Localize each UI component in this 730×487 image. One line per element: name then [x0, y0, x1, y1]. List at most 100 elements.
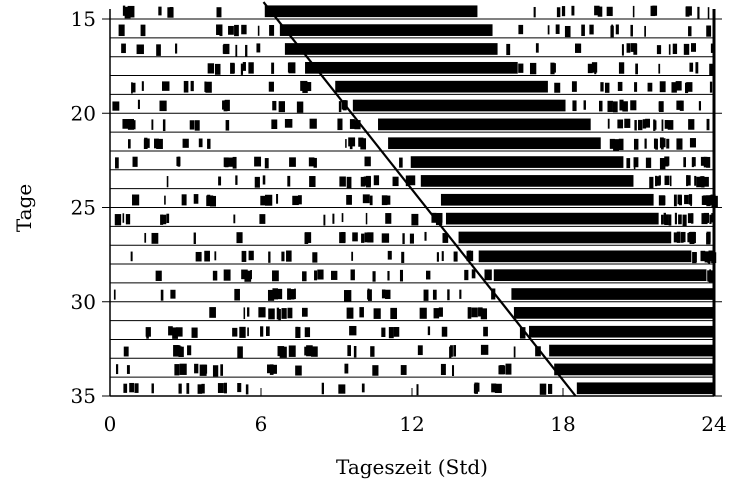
- activity-tick: [687, 213, 694, 224]
- activity-tick: [650, 5, 656, 17]
- activity-tick: [314, 270, 318, 281]
- activity-tick: [440, 363, 446, 376]
- activity-tick: [459, 289, 462, 299]
- activity-bout: [529, 325, 714, 338]
- activity-tick: [290, 289, 295, 300]
- activity-tick: [338, 384, 346, 394]
- activity-tick: [653, 119, 656, 131]
- activity-tick: [673, 232, 680, 243]
- activity-tick: [700, 250, 706, 262]
- activity-tick: [230, 62, 235, 74]
- activity-tick: [400, 365, 407, 375]
- activity-tick: [242, 62, 246, 71]
- activity-tick: [373, 308, 381, 319]
- activity-tick: [228, 25, 234, 35]
- activity-tick: [668, 44, 671, 55]
- activity-tick: [626, 43, 631, 53]
- activity-tick: [678, 195, 682, 206]
- activity-tick: [164, 195, 166, 205]
- activity-tick: [233, 214, 236, 224]
- activity-tick: [550, 62, 555, 75]
- activity-tick: [276, 307, 280, 320]
- activity-tick: [268, 81, 274, 92]
- activity-tick: [373, 175, 380, 186]
- activity-tick: [345, 139, 347, 148]
- activity-tick: [658, 63, 661, 74]
- activity-tick: [478, 307, 483, 317]
- activity-tick: [703, 195, 707, 205]
- activity-tick: [156, 138, 163, 149]
- activity-tick: [288, 62, 296, 74]
- activity-tick: [189, 120, 195, 130]
- activity-tick: [151, 119, 154, 130]
- activity-tick: [354, 120, 361, 130]
- activity-tick: [295, 365, 302, 376]
- activity-tick: [223, 43, 230, 55]
- activity-bout: [440, 193, 654, 206]
- activity-tick: [555, 24, 560, 34]
- activity-tick: [178, 383, 182, 394]
- activity-tick: [604, 82, 610, 93]
- activity-tick: [700, 156, 706, 166]
- activity-tick: [554, 82, 561, 93]
- y-tick-label: 25: [71, 196, 96, 220]
- activity-tick: [408, 175, 416, 186]
- activity-tick: [587, 63, 593, 74]
- activity-tick: [294, 288, 296, 300]
- activity-tick: [260, 195, 267, 206]
- activity-tick: [706, 231, 711, 243]
- activity-tick: [172, 327, 178, 339]
- activity-tick: [433, 308, 440, 319]
- activity-tick: [349, 325, 357, 336]
- activity-tick: [256, 43, 261, 53]
- activity-tick: [689, 138, 696, 148]
- activity-tick: [664, 156, 669, 167]
- activity-tick: [359, 307, 364, 318]
- activity-tick: [609, 138, 615, 149]
- activity-tick: [698, 101, 702, 111]
- activity-tick: [411, 213, 419, 226]
- activity-tick: [626, 158, 631, 169]
- activity-tick: [710, 43, 714, 53]
- activity-tick: [436, 252, 439, 262]
- activity-tick: [388, 327, 394, 339]
- activity-tick: [311, 346, 318, 357]
- activity-tick: [621, 44, 624, 56]
- activity-tick: [240, 63, 244, 75]
- activity-tick: [190, 80, 194, 92]
- activity-tick: [367, 288, 370, 300]
- activity-tick: [167, 7, 174, 18]
- activity-tick: [187, 345, 192, 356]
- activity-tick: [617, 81, 623, 91]
- activity-tick: [312, 252, 318, 263]
- activity-tick: [122, 5, 126, 16]
- activity-tick: [661, 138, 666, 148]
- activity-tick: [427, 326, 431, 336]
- activity-tick: [597, 6, 603, 17]
- activity-tick: [581, 24, 585, 36]
- activity-tick: [218, 176, 222, 186]
- activity-tick: [266, 326, 270, 337]
- activity-tick: [372, 365, 379, 376]
- activity-tick: [706, 195, 711, 207]
- activity-tick: [214, 63, 221, 75]
- activity-tick: [518, 63, 524, 73]
- activity-tick: [556, 7, 561, 18]
- activity-tick: [222, 44, 226, 54]
- activity-tick: [671, 82, 677, 93]
- activity-tick: [707, 7, 710, 19]
- activity-tick: [241, 24, 247, 35]
- activity-tick: [302, 271, 307, 282]
- activity-tick: [160, 214, 164, 225]
- activity-tick: [405, 175, 410, 187]
- activity-tick: [370, 346, 375, 357]
- activity-tick: [618, 138, 624, 151]
- activity-tick: [224, 99, 230, 112]
- activity-tick: [237, 383, 242, 393]
- activity-tick: [392, 176, 399, 187]
- activity-tick: [692, 251, 697, 264]
- activity-tick: [205, 81, 212, 93]
- activity-tick: [353, 345, 357, 358]
- activity-tick: [423, 289, 429, 301]
